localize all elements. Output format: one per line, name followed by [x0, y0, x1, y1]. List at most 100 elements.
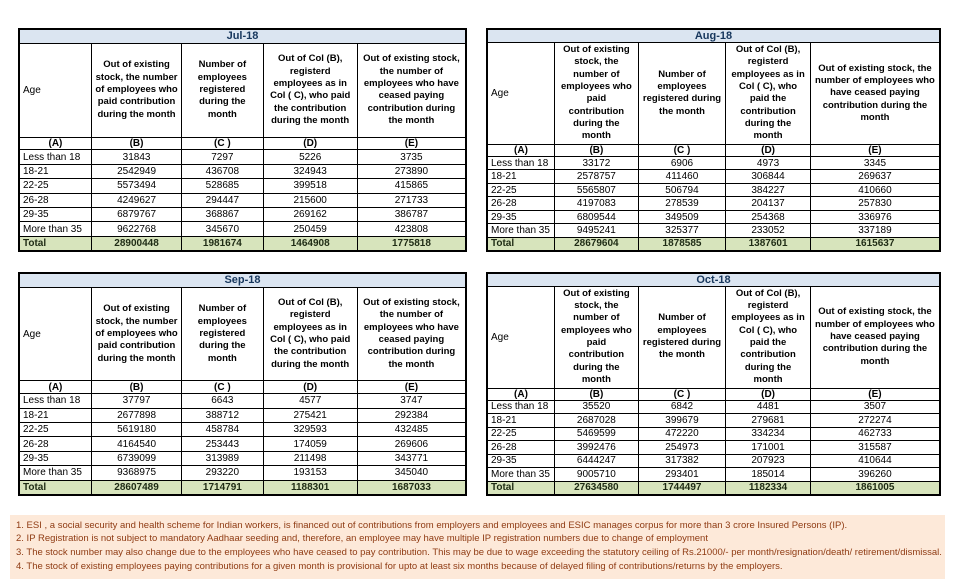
column-letter: (E): [356, 380, 467, 395]
table-cell: 4577: [262, 393, 358, 409]
total-cell: 27634580: [553, 480, 639, 495]
column-header: Out of existing stock, the number of emp…: [356, 42, 467, 138]
column-header: Out of existing stock, the number of emp…: [809, 42, 941, 145]
age-column-header: Age: [486, 285, 555, 389]
age-group-label: More than 35: [18, 465, 92, 481]
table-row: 29-35 6739099 313989 211498 343771: [18, 450, 467, 467]
total-label: Total: [486, 236, 555, 252]
table-row: 26-28 4249627 294447 215600 271733: [18, 192, 467, 209]
column-letter-row: (A) (B) (C ) (D) (E): [486, 387, 941, 401]
table-cell: 528685: [181, 178, 264, 194]
column-header-row: Age Out of existing stock, the number of …: [486, 285, 941, 389]
column-header: Out of existing stock, the number of emp…: [809, 285, 941, 389]
column-letter: (C ): [637, 387, 727, 401]
table-cell: 410644: [809, 453, 941, 468]
table-cell: 410660: [809, 182, 941, 198]
total-cell: 1182334: [725, 480, 811, 495]
table-cell: 6739099: [90, 450, 183, 467]
age-group-label: Less than 18: [486, 155, 555, 171]
total-cell: 1775818: [356, 235, 467, 252]
table-cell: 345040: [356, 465, 467, 481]
tables-grid: Jul-18 Age Out of existing stock, the numb…: [18, 28, 945, 496]
column-letter: (B): [553, 387, 639, 401]
total-cell: 1744497: [637, 480, 727, 495]
total-cell: 1188301: [262, 479, 358, 496]
table-cell: 193153: [262, 465, 358, 481]
column-letter: (D): [262, 136, 358, 151]
column-letter-row: (A) (B) (C ) (D) (E): [18, 136, 467, 151]
table-cell: 253443: [181, 436, 264, 452]
table-row: 26-28 4197083 278539 204137 257830: [486, 196, 941, 211]
column-letter: (C ): [181, 136, 264, 151]
table-cell: 368867: [181, 207, 264, 223]
column-header: Out of existing stock, the number of emp…: [90, 286, 183, 382]
table-cell: 174059: [262, 436, 358, 452]
age-group-label: 22-25: [486, 182, 555, 198]
column-header: Out of existing stock, the number of emp…: [553, 42, 639, 145]
column-header: Out of Col (B), registerd employees as i…: [725, 285, 811, 389]
table-cell: 254368: [725, 209, 811, 225]
column-header: Out of existing stock, the number of emp…: [90, 42, 183, 138]
total-cell: 1387601: [725, 236, 811, 252]
column-letter-row: (A) (B) (C ) (D) (E): [18, 380, 467, 395]
table-cell: 315587: [809, 440, 941, 455]
age-group-label: 29-35: [18, 450, 92, 467]
column-header: Out of existing stock, the number of emp…: [553, 285, 639, 389]
age-group-label: More than 35: [486, 467, 555, 482]
table-cell: 6809544: [553, 209, 639, 225]
table-cell: 9005710: [553, 467, 639, 482]
table-cell: 3735: [356, 149, 467, 165]
age-group-label: 29-35: [18, 207, 92, 223]
total-row: Total 27634580 1744497 1182334 1861005: [486, 480, 941, 495]
table-cell: 6906: [637, 155, 727, 171]
table-cell: 33172: [553, 155, 639, 171]
table-cell: 6444247: [553, 453, 639, 468]
table-cell: 396260: [809, 467, 941, 482]
table-cell: 343771: [356, 450, 467, 467]
table-cell: 2578757: [553, 169, 639, 184]
table-cell: 3345: [809, 155, 941, 171]
table-row: 26-28 4164540 253443 174059 269606: [18, 436, 467, 452]
table-cell: 411460: [637, 169, 727, 184]
table-cell: 171001: [725, 440, 811, 455]
table-cell: 207923: [725, 453, 811, 468]
age-group-label: 22-25: [18, 422, 92, 438]
total-row: Total 28679604 1878585 1387601 1615637: [486, 236, 941, 252]
table-cell: 269637: [809, 169, 941, 184]
column-letter: (C ): [637, 143, 727, 157]
age-group-label: Less than 18: [18, 149, 92, 165]
table-row: 29-35 6444247 317382 207923 410644: [486, 453, 941, 468]
table-cell: 3507: [809, 399, 941, 414]
age-group-label: 26-28: [486, 196, 555, 211]
column-header: Number of employees registered during th…: [181, 286, 264, 382]
table-row: Less than 18 35520 6842 4481 3507: [486, 399, 941, 414]
column-header-row: Age Out of existing stock, the number of …: [486, 42, 941, 145]
table-cell: 415865: [356, 178, 467, 194]
month-table-sep-18: Sep-18 Age Out of existing stock, the numb…: [18, 271, 467, 496]
age-group-label: 18-21: [18, 407, 92, 424]
table-cell: 3747: [356, 393, 467, 409]
table-row: 18-21 2542949 436708 324943 273890: [18, 163, 467, 180]
age-group-label: More than 35: [486, 223, 555, 238]
age-column-header: Age: [18, 42, 92, 138]
table-cell: 324943: [262, 163, 358, 180]
month-title-row: Jul-18: [18, 28, 467, 44]
column-header: Out of Col (B), registerd employees as i…: [725, 42, 811, 145]
total-cell: 1981674: [181, 235, 264, 252]
table-cell: 7297: [181, 149, 264, 165]
total-cell: 1861005: [809, 480, 941, 495]
column-letter: (E): [356, 136, 467, 151]
table-cell: 185014: [725, 467, 811, 482]
table-row: More than 35 9495241 325377 233052 337189: [486, 223, 941, 238]
table-cell: 254973: [637, 440, 727, 455]
table-cell: 273890: [356, 163, 467, 180]
table-cell: 399518: [262, 178, 358, 194]
month-title: Aug-18: [486, 28, 941, 43]
table-cell: 306844: [725, 169, 811, 184]
column-letter: (A): [486, 143, 555, 157]
table-cell: 4164540: [90, 436, 183, 452]
table-cell: 257830: [809, 196, 941, 211]
table-cell: 292384: [356, 407, 467, 424]
table-row: 22-25 5565807 506794 384227 410660: [486, 182, 941, 198]
table-cell: 334234: [725, 426, 811, 441]
